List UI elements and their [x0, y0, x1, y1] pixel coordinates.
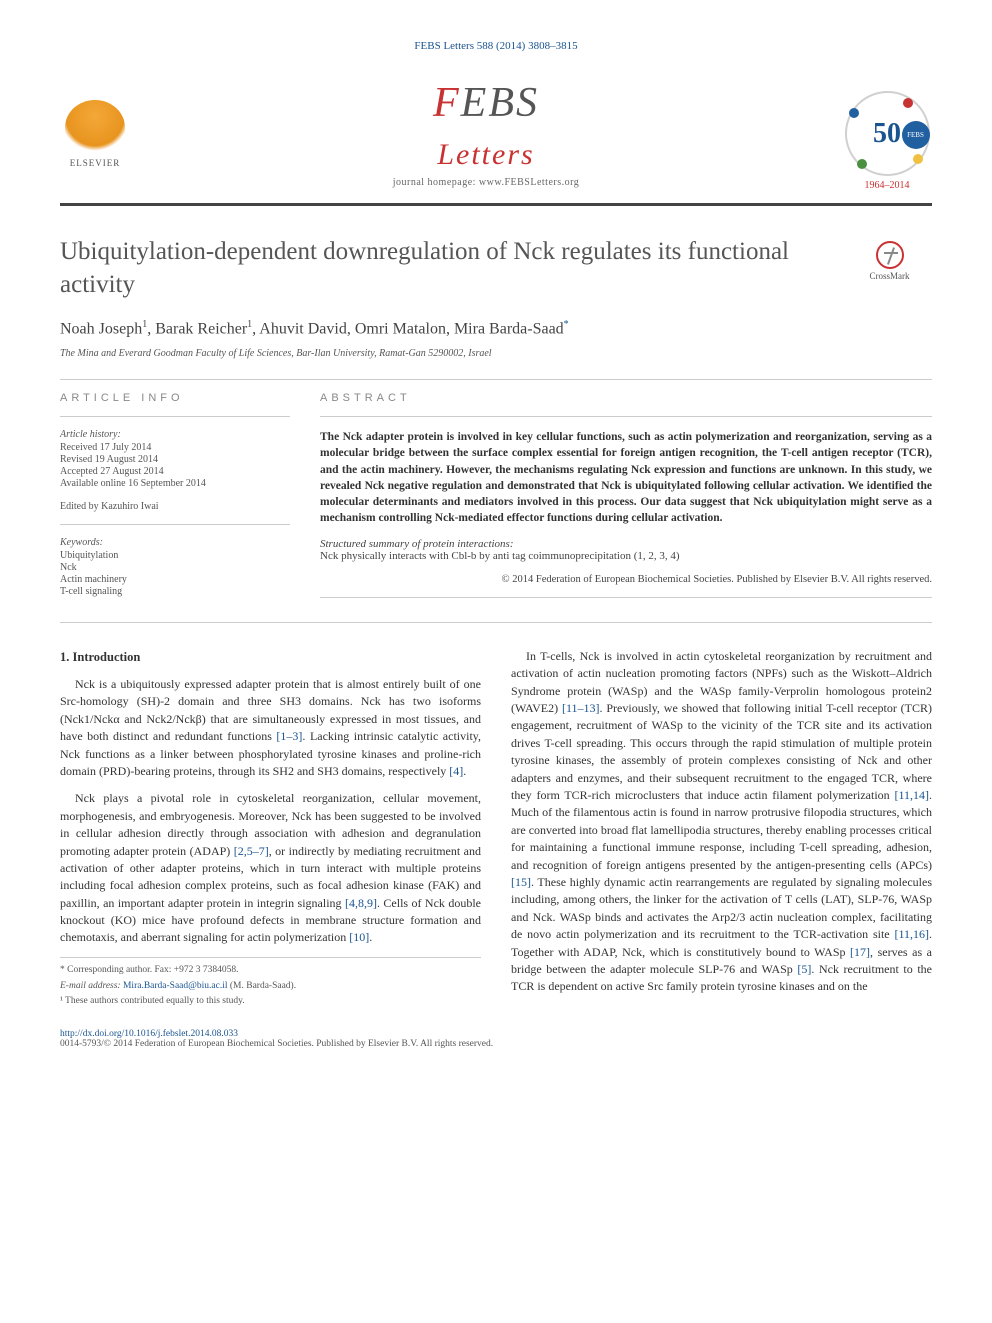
page-footer: http://dx.doi.org/10.1016/j.febslet.2014… — [60, 1029, 932, 1049]
p3b: . Previously, we showed that following i… — [511, 701, 932, 802]
authors-line: Noah Joseph1, Barak Reicher1, Ahuvit Dav… — [60, 319, 932, 338]
febs-50-years: 1964–2014 — [842, 180, 932, 191]
ref-5[interactable]: [10] — [349, 930, 369, 944]
abstract-copyright: © 2014 Federation of European Biochemica… — [320, 574, 932, 585]
abstract-heading: ABSTRACT — [320, 392, 932, 404]
p3d: . These highly dynamic actin rearrangeme… — [511, 875, 932, 941]
febs-50-number: 50 — [873, 118, 901, 150]
ss-text: Nck physically interacts with Cbl-b by a… — [320, 550, 932, 562]
ref-10[interactable]: [17] — [850, 945, 870, 959]
edited-by: Edited by Kazuhiro Iwai — [60, 501, 290, 512]
issn-copyright: 0014-5793/© 2014 Federation of European … — [60, 1039, 932, 1049]
journal-homepage[interactable]: journal homepage: www.FEBSLetters.org — [130, 177, 842, 188]
email-name: (M. Barda-Saad). — [228, 981, 297, 991]
crossmark-icon — [876, 241, 904, 269]
elsevier-tree-icon — [65, 100, 125, 155]
abstract-text: The Nck adapter protein is involved in k… — [320, 429, 932, 526]
keyword-1: Ubiquitylation — [60, 550, 290, 561]
author-4: Omri Matalon — [355, 320, 446, 337]
footnote-email: E-mail address: Mira.Barda-Saad@biu.ac.i… — [60, 980, 481, 994]
letters-word-inner: Letters — [437, 138, 534, 171]
febs-badge-icon: FEBS — [902, 121, 930, 149]
structured-summary: Structured summary of protein interactio… — [320, 538, 932, 562]
info-divider-2 — [60, 524, 290, 525]
divider-mid — [60, 622, 932, 623]
dot-yellow-icon — [913, 154, 923, 164]
footnote-equal: ¹ These authors contributed equally to t… — [60, 995, 481, 1009]
dot-green-icon — [857, 159, 867, 169]
abstract-divider-1 — [320, 416, 932, 417]
dot-red-icon — [903, 98, 913, 108]
section-1-heading: 1. Introduction — [60, 648, 481, 666]
ref-6[interactable]: [11–13] — [562, 701, 600, 715]
ref-9[interactable]: [11,16] — [894, 927, 929, 941]
author-1-sup: 1 — [142, 319, 147, 330]
author-5: Mira Barda-Saad — [454, 320, 564, 337]
ref-2[interactable]: [4] — [449, 764, 463, 778]
ref-4[interactable]: [4,8,9] — [345, 896, 377, 910]
keywords-label: Keywords: — [60, 537, 290, 548]
abstract-divider-2 — [320, 597, 932, 598]
info-divider-1 — [60, 416, 290, 417]
author-3: Ahuvit David — [259, 320, 347, 337]
article-history-block: Article history: Received 17 July 2014 R… — [60, 429, 290, 489]
keyword-3: Actin machinery — [60, 574, 290, 585]
paragraph-2: Nck plays a pivotal role in cytoskeletal… — [60, 790, 481, 947]
ref-11[interactable]: [5] — [797, 962, 811, 976]
paragraph-1: Nck is a ubiquitously expressed adapter … — [60, 676, 481, 780]
footnote-corr: * Corresponding author. Fax: +972 3 7384… — [60, 964, 481, 978]
p1c: . — [463, 764, 466, 778]
febs-letters-word: Letters — [437, 138, 534, 171]
body-content: 1. Introduction Nck is a ubiquitously ex… — [60, 648, 932, 1009]
doi-link[interactable]: http://dx.doi.org/10.1016/j.febslet.2014… — [60, 1029, 932, 1039]
header-banner: ELSEVIER FEBS Letters journal homepage: … — [60, 64, 932, 206]
crossmark-widget[interactable]: CrossMark — [847, 241, 932, 281]
febs-50-logo: 50 FEBS 1964–2014 — [842, 89, 932, 179]
email-label: E-mail address: — [60, 981, 121, 991]
paragraph-3: In T-cells, Nck is involved in actin cyt… — [511, 648, 932, 996]
ref-3[interactable]: [2,5–7] — [234, 844, 269, 858]
history-revised: Revised 19 August 2014 — [60, 454, 290, 465]
article-info-column: ARTICLE INFO Article history: Received 1… — [60, 392, 290, 610]
dot-blue-icon — [849, 108, 859, 118]
keywords-block: Keywords: Ubiquitylation Nck Actin machi… — [60, 537, 290, 597]
keyword-4: T-cell signaling — [60, 586, 290, 597]
author-2-sup: 1 — [247, 319, 252, 330]
febs-title: FEBS Letters — [130, 79, 842, 175]
history-label: Article history: — [60, 429, 290, 440]
footnotes: * Corresponding author. Fax: +972 3 7384… — [60, 957, 481, 1009]
author-1: Noah Joseph — [60, 320, 142, 337]
crossmark-label: CrossMark — [847, 271, 932, 281]
p2d: . — [369, 930, 372, 944]
febs-50-circle-icon: 50 FEBS — [845, 91, 930, 176]
elsevier-logo: ELSEVIER — [60, 94, 130, 174]
history-accepted: Accepted 27 August 2014 — [60, 466, 290, 477]
ss-title: Structured summary of protein interactio… — [320, 538, 932, 550]
elsevier-label: ELSEVIER — [70, 158, 121, 168]
febs-e: E — [461, 80, 489, 126]
history-online: Available online 16 September 2014 — [60, 478, 290, 489]
ref-1[interactable]: [1–3] — [276, 729, 302, 743]
article-info-heading: ARTICLE INFO — [60, 392, 290, 404]
author-corr-mark: * — [564, 319, 569, 330]
divider-top — [60, 379, 932, 380]
febs-b: B — [488, 80, 516, 126]
febs-s: S — [516, 80, 539, 126]
affiliation: The Mina and Everard Goodman Faculty of … — [60, 348, 932, 359]
febs-f: F — [433, 80, 461, 126]
abstract-column: ABSTRACT The Nck adapter protein is invo… — [320, 392, 932, 610]
keyword-2: Nck — [60, 562, 290, 573]
febs-logo: FEBS Letters journal homepage: www.FEBSL… — [130, 79, 842, 188]
ref-8[interactable]: [15] — [511, 875, 531, 889]
ref-7[interactable]: [11,14] — [894, 788, 929, 802]
email-link[interactable]: Mira.Barda-Saad@biu.ac.il — [123, 981, 228, 991]
journal-reference: FEBS Letters 588 (2014) 3808–3815 — [60, 40, 932, 52]
article-title: Ubiquitylation-dependent downregulation … — [60, 236, 932, 301]
author-2: Barak Reicher — [155, 320, 247, 337]
history-received: Received 17 July 2014 — [60, 442, 290, 453]
